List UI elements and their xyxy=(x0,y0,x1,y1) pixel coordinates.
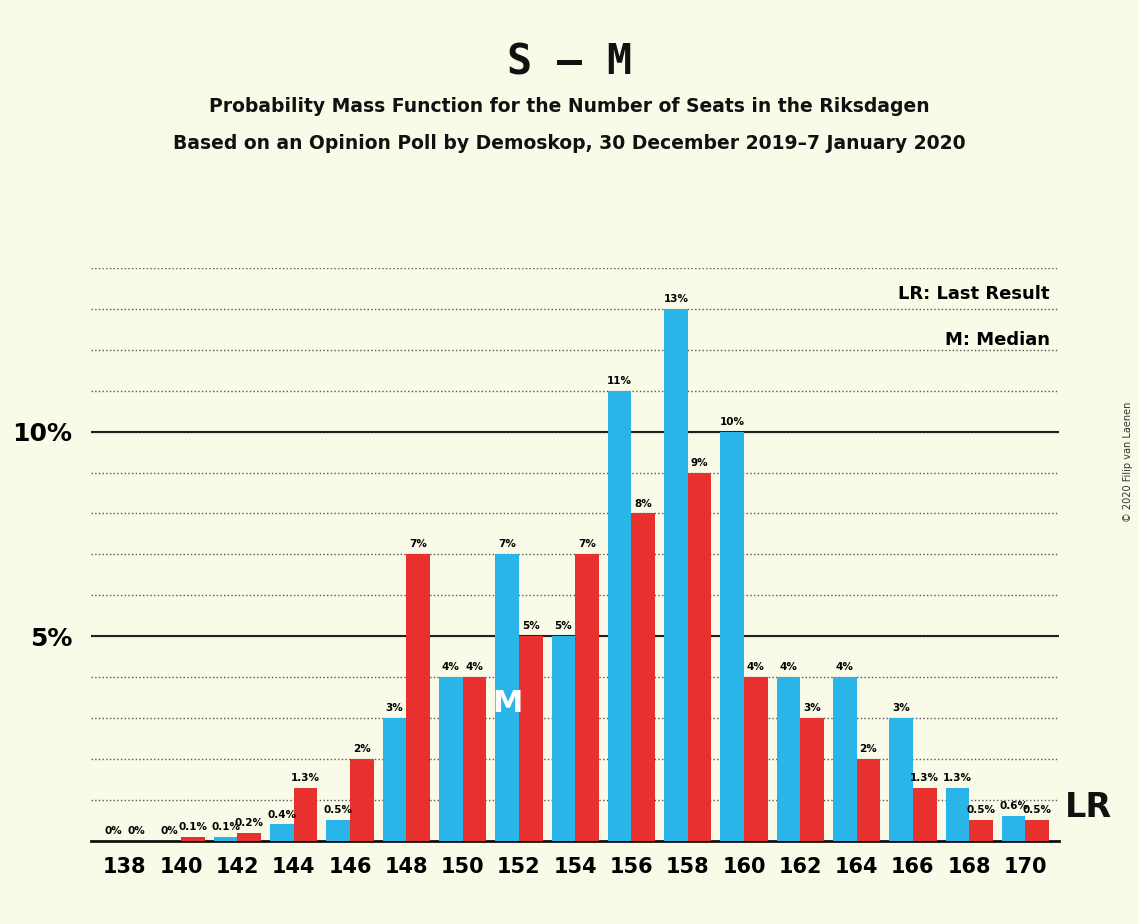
Text: 0.1%: 0.1% xyxy=(179,821,207,832)
Text: 5%: 5% xyxy=(555,621,572,631)
Text: M: M xyxy=(492,689,523,718)
Bar xyxy=(519,637,542,841)
Text: 3%: 3% xyxy=(892,703,910,713)
Bar xyxy=(777,677,801,841)
Text: Based on an Opinion Poll by Demoskop, 30 December 2019–7 January 2020: Based on an Opinion Poll by Demoskop, 30… xyxy=(173,134,966,153)
Text: 4%: 4% xyxy=(466,663,483,673)
Bar xyxy=(631,514,655,841)
Bar xyxy=(945,787,969,841)
Text: 11%: 11% xyxy=(607,376,632,386)
Text: 7%: 7% xyxy=(498,540,516,550)
Text: 1.3%: 1.3% xyxy=(943,772,972,783)
Text: S – M: S – M xyxy=(507,42,632,83)
Bar xyxy=(214,837,237,841)
Bar xyxy=(1025,821,1049,841)
Bar xyxy=(688,472,712,841)
Bar xyxy=(1002,816,1025,841)
Bar xyxy=(237,833,261,841)
Bar xyxy=(407,554,429,841)
Text: 9%: 9% xyxy=(690,457,708,468)
Text: 3%: 3% xyxy=(803,703,821,713)
Text: 4%: 4% xyxy=(442,663,460,673)
Bar xyxy=(801,718,823,841)
Bar xyxy=(890,718,913,841)
Text: 10%: 10% xyxy=(720,417,745,427)
Bar xyxy=(383,718,407,841)
Text: 0.5%: 0.5% xyxy=(967,806,995,816)
Bar xyxy=(350,759,374,841)
Text: 2%: 2% xyxy=(860,744,877,754)
Bar xyxy=(270,824,294,841)
Bar xyxy=(913,787,936,841)
Text: 7%: 7% xyxy=(409,540,427,550)
Bar xyxy=(439,677,462,841)
Bar xyxy=(462,677,486,841)
Text: 4%: 4% xyxy=(747,663,764,673)
Bar xyxy=(857,759,880,841)
Text: 2%: 2% xyxy=(353,744,370,754)
Bar xyxy=(181,837,205,841)
Bar xyxy=(294,787,318,841)
Text: 0%: 0% xyxy=(161,826,178,836)
Text: LR: Last Result: LR: Last Result xyxy=(898,286,1049,303)
Text: © 2020 Filip van Laenen: © 2020 Filip van Laenen xyxy=(1123,402,1133,522)
Text: Probability Mass Function for the Number of Seats in the Riksdagen: Probability Mass Function for the Number… xyxy=(210,97,929,116)
Text: 0%: 0% xyxy=(104,826,122,836)
Text: 3%: 3% xyxy=(386,703,403,713)
Text: 0.6%: 0.6% xyxy=(999,801,1029,811)
Bar xyxy=(744,677,768,841)
Text: 1.3%: 1.3% xyxy=(292,772,320,783)
Text: 5%: 5% xyxy=(522,621,540,631)
Text: 0%: 0% xyxy=(128,826,146,836)
Text: 4%: 4% xyxy=(779,663,797,673)
Text: 4%: 4% xyxy=(836,663,854,673)
Text: M: Median: M: Median xyxy=(944,331,1049,349)
Bar xyxy=(969,821,993,841)
Text: 0.5%: 0.5% xyxy=(1023,806,1051,816)
Text: 13%: 13% xyxy=(663,294,688,304)
Bar xyxy=(495,554,519,841)
Text: 8%: 8% xyxy=(634,499,653,508)
Text: 7%: 7% xyxy=(579,540,596,550)
Bar xyxy=(575,554,599,841)
Text: 0.5%: 0.5% xyxy=(323,806,353,816)
Bar xyxy=(720,432,744,841)
Bar xyxy=(551,637,575,841)
Text: 1.3%: 1.3% xyxy=(910,772,940,783)
Bar xyxy=(833,677,857,841)
Text: 0.4%: 0.4% xyxy=(268,809,296,820)
Bar xyxy=(608,391,631,841)
Text: LR: LR xyxy=(1065,792,1112,824)
Text: 0.1%: 0.1% xyxy=(211,821,240,832)
Bar xyxy=(327,821,350,841)
Bar xyxy=(664,309,688,841)
Text: 0.2%: 0.2% xyxy=(235,818,264,828)
